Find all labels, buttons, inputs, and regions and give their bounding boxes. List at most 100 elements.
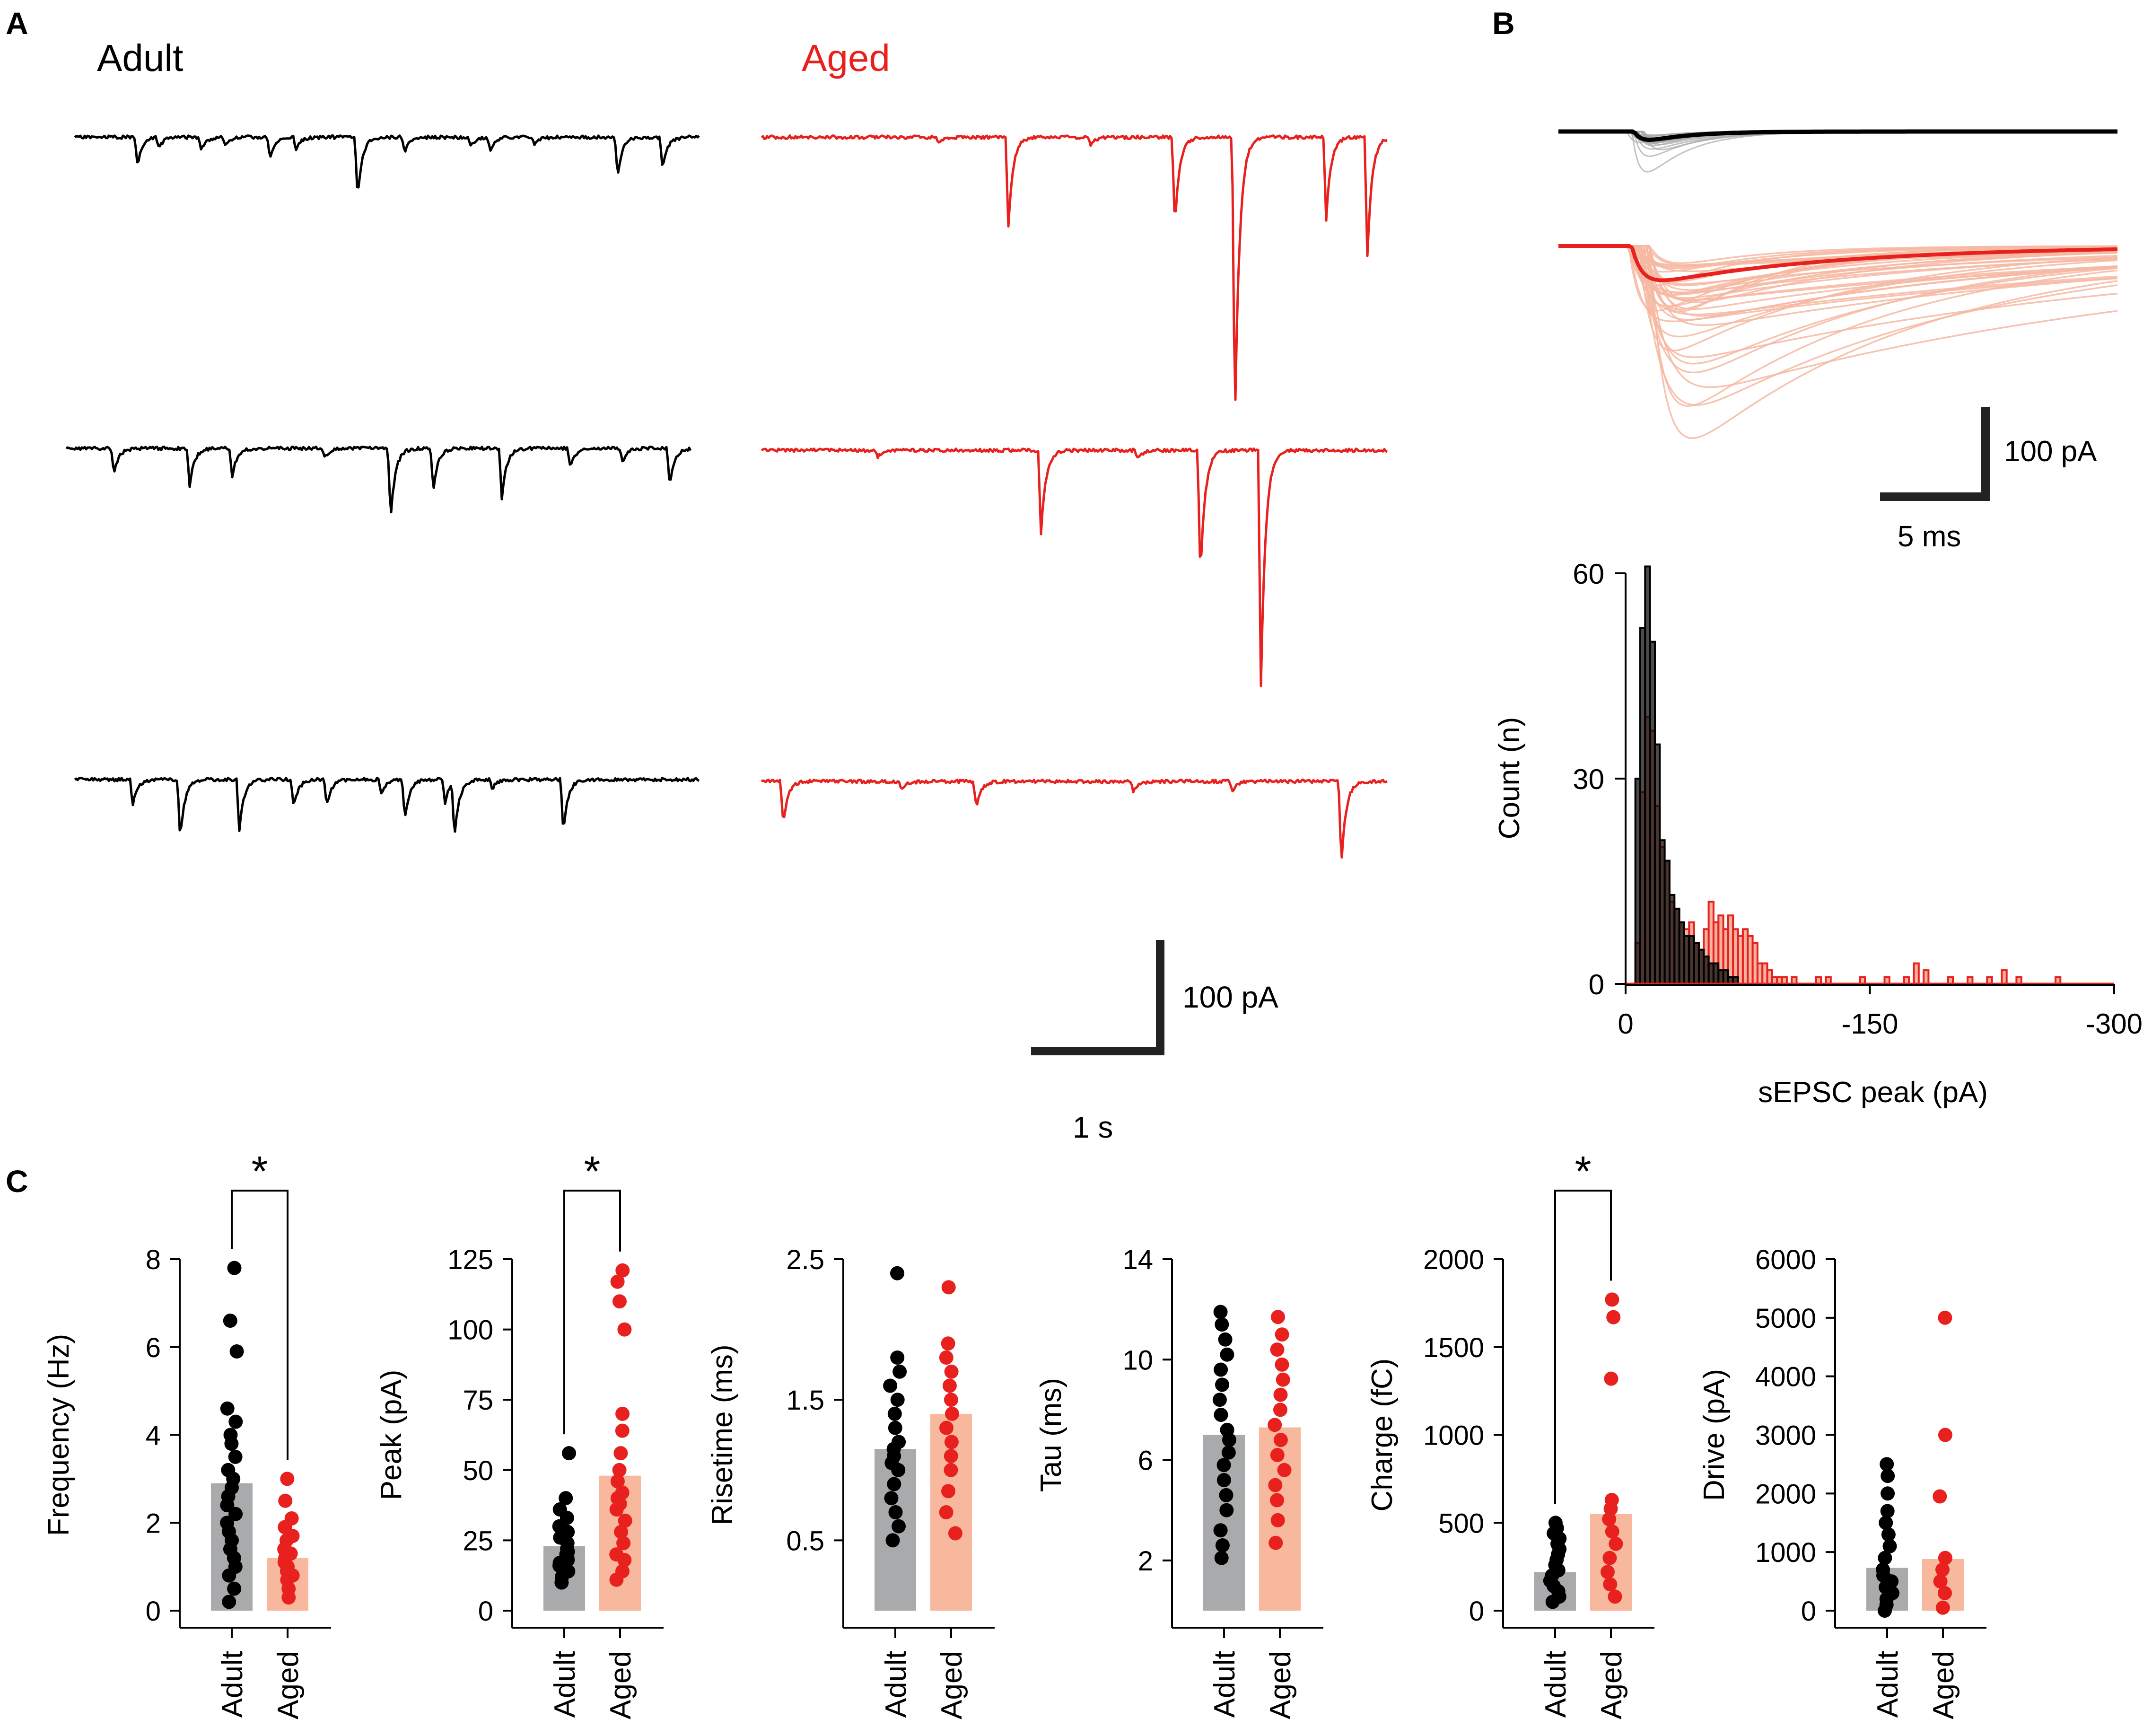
- significance-star: *: [251, 1148, 268, 1195]
- point-aged: [944, 1393, 958, 1407]
- summary-plot-frequency: 0 2 4 6 8 Adult Aged Frequency (Hz) *: [43, 1148, 331, 1719]
- aged-waveform-sample: [1558, 245, 2118, 321]
- point-aged: [278, 1493, 293, 1508]
- point-aged: [1938, 1551, 1952, 1565]
- point-aged: [617, 1322, 632, 1337]
- aged-waveform-mean: [1558, 244, 2118, 282]
- point-adult: [890, 1350, 905, 1365]
- y-tick-label: 0: [1469, 1596, 1484, 1627]
- point-adult: [1220, 1347, 1234, 1362]
- x-tick-label: Aged: [1595, 1651, 1628, 1719]
- y-tick-label: 2000: [1755, 1479, 1816, 1509]
- point-aged: [1938, 1586, 1952, 1600]
- point-aged: [1603, 1577, 1618, 1592]
- scalebar-b-lines: [1880, 407, 1990, 501]
- point-aged: [1608, 1589, 1622, 1604]
- point-adult: [228, 1507, 243, 1521]
- aged-label: Aged: [802, 37, 890, 79]
- point-adult: [228, 1414, 243, 1429]
- scalebar-b: 100 pA 5 ms: [1880, 407, 2097, 553]
- point-aged: [1609, 1536, 1623, 1551]
- y-tick-label: 50: [463, 1455, 493, 1486]
- panel-label-b: B: [1492, 6, 1515, 41]
- hist-y-tick-label: 60: [1573, 558, 1604, 590]
- y-tick-label: 0.5: [786, 1526, 824, 1556]
- scalebar-b-x-label: 5 ms: [1898, 520, 1961, 553]
- summary-plot-tau: 2 6 10 14 Adult Aged Tau (ms): [1035, 1245, 1323, 1719]
- point-aged: [284, 1511, 299, 1526]
- point-aged: [615, 1564, 630, 1578]
- hist-y-label: Count (n): [1493, 717, 1526, 839]
- x-tick-label: Adult: [549, 1651, 581, 1718]
- point-aged: [280, 1472, 295, 1486]
- point-adult: [890, 1393, 905, 1407]
- hist-x-tick-label: -150: [1841, 1008, 1898, 1040]
- adult-trace-1: [74, 134, 700, 189]
- point-adult: [887, 1477, 901, 1491]
- point-adult: [1881, 1486, 1895, 1501]
- hist-y-tick-label: 0: [1589, 969, 1604, 1000]
- point-aged: [1268, 1478, 1283, 1492]
- point-adult: [890, 1266, 904, 1280]
- y-axis-label: Frequency (Hz): [43, 1334, 75, 1536]
- significance-star: *: [1575, 1148, 1591, 1195]
- point-aged: [941, 1484, 955, 1499]
- point-aged: [1605, 1292, 1619, 1307]
- aged-waveform-sample: [1558, 245, 2118, 273]
- point-aged: [615, 1406, 630, 1421]
- point-aged: [941, 1280, 956, 1295]
- point-aged: [614, 1525, 629, 1539]
- y-tick-label: 14: [1122, 1245, 1153, 1275]
- point-adult: [892, 1435, 906, 1449]
- point-aged: [948, 1526, 962, 1541]
- scalebar-a-x-label: 1 s: [1073, 1110, 1113, 1144]
- point-aged: [1933, 1574, 1948, 1589]
- point-aged: [1605, 1524, 1619, 1539]
- point-aged: [939, 1350, 954, 1365]
- point-aged: [1270, 1342, 1285, 1357]
- panel-b-waveforms: 100 pA 5 ms: [1558, 129, 2118, 553]
- point-aged: [944, 1435, 959, 1449]
- aged-waveform-sample: [1558, 245, 2118, 300]
- y-axis-label: Charge (fC): [1366, 1359, 1399, 1512]
- scalebar-b-y-label: 100 pA: [2004, 435, 2097, 468]
- point-aged: [1275, 1327, 1289, 1342]
- point-aged: [1270, 1513, 1285, 1527]
- point-aged: [1276, 1372, 1290, 1387]
- point-adult: [1879, 1516, 1893, 1530]
- point-adult: [221, 1463, 236, 1477]
- significance-bracket: [1554, 1190, 1612, 1504]
- point-aged: [945, 1406, 959, 1421]
- aged-trace-2: [761, 447, 1388, 687]
- point-adult: [1881, 1527, 1896, 1542]
- summary-plot-drive: 0 1000 2000 3000 4000 5000 6000 Adult Aged Drive …: [1698, 1245, 1986, 1719]
- point-adult: [1214, 1551, 1229, 1565]
- point-adult: [888, 1505, 903, 1519]
- y-tick-label: 1000: [1423, 1420, 1484, 1451]
- point-adult: [552, 1502, 567, 1517]
- x-tick-label: Aged: [604, 1651, 637, 1719]
- point-adult: [220, 1401, 235, 1416]
- significance-star: *: [584, 1148, 600, 1195]
- point-aged: [944, 1449, 958, 1464]
- hist-bar-aged: [1923, 969, 1930, 985]
- point-aged: [1938, 1310, 1952, 1325]
- significance-bracket: [231, 1190, 289, 1460]
- point-aged: [610, 1474, 625, 1489]
- y-tick-label: 75: [463, 1385, 493, 1416]
- hist-x-label: sEPSC peak (pA): [1758, 1076, 1988, 1109]
- y-tick-label: 4000: [1755, 1362, 1816, 1393]
- point-adult: [883, 1378, 898, 1393]
- y-tick-label: 1.5: [786, 1385, 824, 1416]
- y-tick-label: 500: [1438, 1508, 1484, 1539]
- point-adult: [562, 1446, 576, 1461]
- point-adult: [1216, 1458, 1231, 1473]
- point-aged: [1933, 1489, 1947, 1504]
- adult-label: Adult: [97, 37, 183, 79]
- aged-waveform-sample: [1558, 245, 2118, 323]
- y-tick-label: 8: [146, 1245, 161, 1275]
- point-adult: [887, 1406, 902, 1421]
- summary-plot-charge: 0 500 1000 1500 2000 Adult Aged Charge (fC) *: [1366, 1148, 1654, 1719]
- aged-waveform-sample: [1558, 245, 2118, 365]
- point-aged: [609, 1547, 624, 1562]
